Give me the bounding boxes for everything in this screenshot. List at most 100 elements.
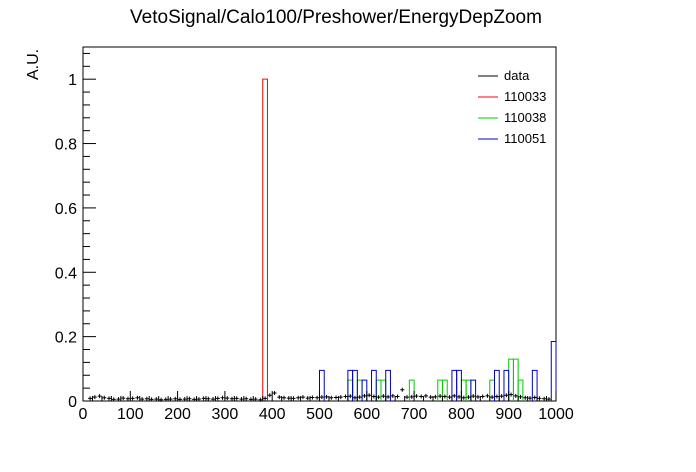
legend-label-110033: 110033	[504, 89, 546, 104]
legend-label-data: data	[504, 68, 530, 83]
data-point	[471, 394, 476, 399]
data-point	[452, 393, 457, 398]
data-point	[329, 395, 334, 400]
data-point	[277, 395, 282, 400]
data-point	[229, 396, 234, 401]
data-point	[258, 397, 263, 402]
data-point	[173, 396, 178, 401]
series-110051-bar	[352, 369, 358, 401]
data-point	[490, 395, 495, 400]
series-110051-bar	[531, 369, 538, 401]
data-point	[546, 397, 551, 402]
series-110051-bar	[361, 379, 368, 401]
series-110038-bar	[408, 379, 415, 401]
data-point	[334, 395, 339, 400]
data-point	[348, 394, 353, 399]
data-point	[376, 395, 381, 400]
data-point	[509, 392, 514, 397]
legend: data 110033 110038 110051	[478, 68, 546, 146]
data-point	[362, 393, 367, 398]
data-point	[267, 393, 272, 398]
data-point	[395, 394, 400, 399]
y-tick-label: 0.8	[55, 137, 77, 154]
data-point	[291, 396, 296, 401]
data-point	[239, 397, 244, 402]
data-point	[286, 396, 291, 401]
data-point	[367, 393, 372, 398]
data-point	[111, 397, 116, 402]
data-point	[504, 393, 509, 398]
legend-label-110038: 110038	[504, 110, 546, 125]
data-point	[400, 387, 405, 392]
data-point	[457, 394, 462, 399]
data-point	[177, 397, 182, 402]
data-point	[390, 393, 395, 398]
x-tick-label: 800	[448, 406, 475, 423]
data-point	[527, 396, 532, 401]
data-point	[206, 396, 211, 401]
data-point	[300, 395, 305, 400]
data-point	[159, 397, 164, 402]
data-point	[442, 394, 447, 399]
data-point	[102, 395, 107, 400]
data-point	[187, 396, 192, 401]
data-point	[125, 396, 130, 401]
x-tick-label: 200	[164, 406, 191, 423]
data-point	[338, 395, 343, 400]
data-point	[248, 397, 253, 402]
data-point	[310, 395, 315, 400]
data-point	[149, 397, 154, 402]
legend-label-110051: 110051	[504, 131, 546, 146]
series-110051-bar	[456, 369, 462, 401]
data-point	[140, 397, 145, 402]
data-point	[352, 395, 357, 400]
data-point	[542, 396, 547, 401]
data-point	[296, 395, 301, 400]
data-point	[319, 395, 324, 400]
data-point	[414, 394, 419, 399]
data-point	[438, 394, 443, 399]
data-point	[405, 395, 410, 400]
data-point	[182, 397, 187, 402]
x-tick-label: 400	[259, 406, 286, 423]
data-point	[253, 397, 258, 402]
data-point	[196, 397, 201, 402]
series-110038-bar	[517, 379, 524, 401]
series-110033-bar	[262, 78, 268, 401]
series-layer	[88, 78, 557, 402]
data-point	[461, 395, 466, 400]
data-point	[116, 397, 121, 402]
data-point	[130, 396, 135, 401]
data-point	[480, 394, 485, 399]
data-point	[466, 395, 471, 400]
x-tick-label: 600	[353, 406, 380, 423]
data-point	[272, 390, 277, 395]
data-point	[381, 394, 386, 399]
series-110051-bar	[385, 369, 391, 401]
y-tick-label: 0.2	[55, 330, 77, 347]
data-point	[263, 396, 268, 401]
data-point	[201, 396, 206, 401]
data-point	[371, 394, 376, 399]
series-110051-bar	[371, 369, 377, 401]
data-point	[88, 396, 93, 401]
x-tick-label: 700	[401, 406, 428, 423]
y-axis-label: A.U.	[25, 49, 42, 80]
data-point	[537, 396, 542, 401]
data-point	[154, 397, 159, 402]
x-tick-label: 500	[306, 406, 333, 423]
data-point	[324, 394, 329, 399]
series-110051-bar	[319, 369, 325, 401]
data-point	[168, 397, 173, 402]
data-point	[211, 397, 216, 402]
data-point	[386, 394, 391, 399]
data-point	[343, 394, 348, 399]
data-point	[447, 395, 452, 400]
series-110051-bar	[470, 379, 477, 401]
data-point	[135, 395, 140, 400]
data-point	[419, 394, 424, 399]
data-point	[423, 393, 428, 398]
data-point	[433, 394, 438, 399]
data-point	[225, 396, 230, 401]
